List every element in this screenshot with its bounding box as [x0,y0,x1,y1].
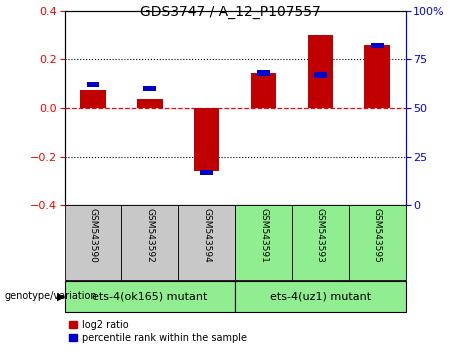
Bar [121,205,178,280]
Text: ets-4(ok165) mutant: ets-4(ok165) mutant [92,291,207,302]
Bar [235,205,292,280]
Text: GDS3747 / A_12_P107557: GDS3747 / A_12_P107557 [140,5,321,19]
Bar [365,45,390,108]
Bar [65,205,121,280]
Bar [307,35,333,108]
Bar [257,70,270,76]
Bar [349,205,406,280]
Text: GSM543590: GSM543590 [89,207,97,262]
Text: ets-4(uz1) mutant: ets-4(uz1) mutant [270,291,371,302]
Text: GSM543594: GSM543594 [202,207,211,262]
Text: ▶: ▶ [57,291,65,301]
Bar [80,90,106,108]
Bar [178,205,235,280]
Bar [251,73,276,108]
Text: GSM543593: GSM543593 [316,207,325,262]
Bar [87,82,100,87]
Bar [314,72,327,78]
Legend: log2 ratio, percentile rank within the sample: log2 ratio, percentile rank within the s… [70,320,247,343]
Bar [65,281,235,312]
Bar [235,281,406,312]
Bar [292,205,349,280]
Bar [143,86,156,91]
Bar [200,170,213,175]
Text: genotype/variation: genotype/variation [5,291,97,301]
Text: GSM543591: GSM543591 [259,207,268,262]
Bar [194,108,219,171]
Text: GSM543595: GSM543595 [373,207,382,262]
Bar [371,43,384,48]
Bar [137,99,163,108]
Text: GSM543592: GSM543592 [145,207,154,262]
